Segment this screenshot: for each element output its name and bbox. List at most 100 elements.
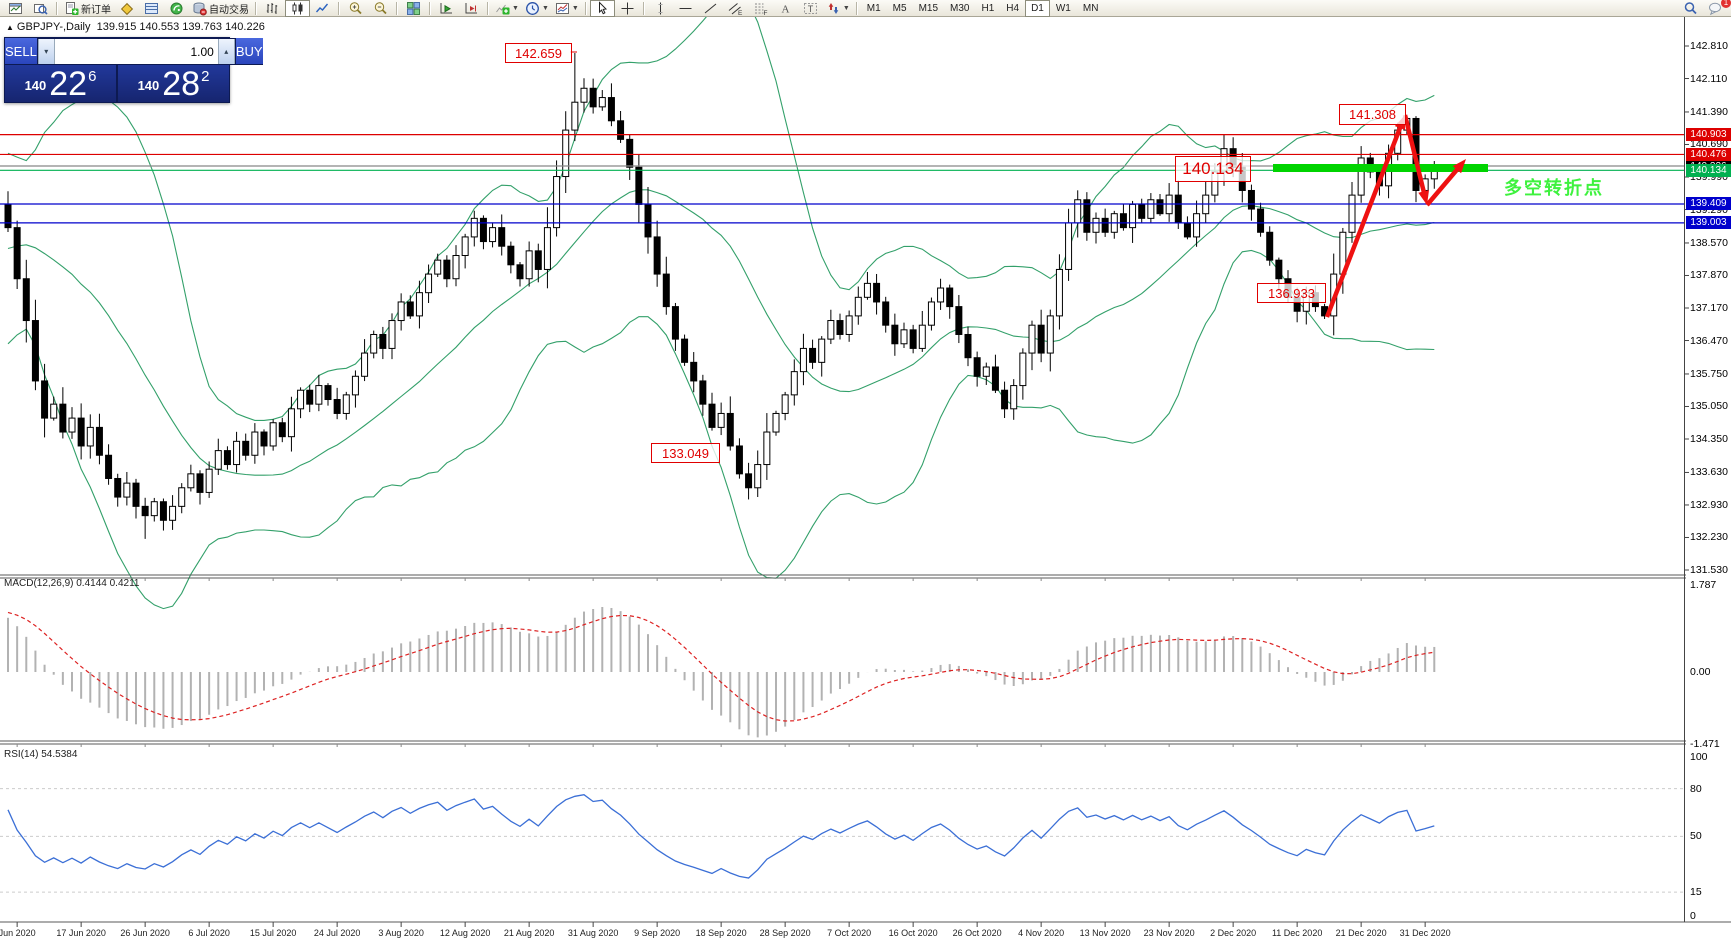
toolbar-separator [396, 1, 398, 15]
templates-button[interactable]: ▼ [552, 0, 582, 17]
chevron-down-icon: ▼ [571, 4, 579, 12]
search-icon [1684, 1, 1697, 14]
text-label-button[interactable]: T [798, 0, 823, 17]
rsi-axis-tick: 80 [1690, 782, 1702, 795]
bars-mode-icon [266, 2, 278, 14]
price-axis-tick: 134.350 [1690, 433, 1728, 445]
toolbar-separator [487, 1, 489, 15]
timeframe-m30-button[interactable]: M30 [950, 2, 970, 14]
turning-point-text[interactable]: 多空转折点 [1504, 178, 1604, 198]
rsi-indicator-label: RSI(14) 54.5384 [4, 749, 78, 760]
vertical-line-button[interactable] [648, 0, 673, 17]
cursor-icon [598, 0, 607, 14]
macd-axis-tick: -1.471 [1690, 737, 1720, 750]
date-axis-label: 2 Dec 2020 [1210, 928, 1257, 938]
price-label-140-134[interactable]: 140.134 [1175, 156, 1251, 182]
toolbar-separator [642, 1, 645, 15]
timeframe-mn-button[interactable]: MN [1082, 2, 1099, 14]
timeframe-m5-button[interactable]: M5 [892, 2, 907, 14]
auto-scroll-icon [440, 2, 452, 13]
macd-axis-tick: 1.787 [1690, 578, 1717, 591]
rsi-axis-tick: 50 [1690, 830, 1702, 843]
date-axis-label: 23 Nov 2020 [1143, 928, 1195, 938]
timeframe-w1-button[interactable]: W1 [1055, 2, 1071, 14]
timeframe-h1-button[interactable]: H1 [981, 2, 995, 14]
navigator-icon [170, 2, 183, 14]
search-button[interactable] [1678, 0, 1703, 17]
market-watch-button[interactable] [114, 0, 139, 17]
timeframe-h4-button[interactable]: H4 [1006, 2, 1020, 14]
arrows-tool-icon [828, 2, 839, 14]
price-axis-tick: 136.470 [1690, 334, 1728, 347]
autotrading-button[interactable]: 自动交易 [189, 0, 252, 17]
navigator-button[interactable] [164, 0, 189, 17]
date-axis-label: 12 Aug 2020 [439, 928, 491, 938]
new-chart-button[interactable] [3, 0, 28, 17]
price-axis-tick: 133.630 [1690, 466, 1728, 479]
candles-mode-icon [292, 2, 303, 14]
tile-windows-button[interactable] [401, 0, 426, 17]
cursor-button[interactable] [589, 0, 615, 17]
volume-decrease-button[interactable]: ▾ [37, 39, 55, 64]
profiles-button[interactable] [28, 0, 53, 17]
ohlc-values: 139.915 140.553 139.763 140.226 [96, 21, 265, 33]
text-button[interactable]: A [773, 0, 798, 17]
periods-button[interactable]: ▼ [522, 0, 552, 17]
date-axis-label: 31 Aug 2020 [567, 928, 619, 938]
chart-shift-button[interactable] [459, 0, 484, 17]
date-axis-label: Jun 2020 [0, 928, 36, 938]
indicators-icon [496, 4, 510, 14]
data-window-button[interactable] [139, 0, 164, 17]
templates-icon [555, 2, 569, 14]
price-axis-tick: 132.930 [1690, 498, 1728, 511]
zoom-in-button[interactable] [343, 0, 368, 17]
line-chart-mode-button[interactable] [310, 0, 335, 17]
date-axis-label: 21 Dec 2020 [1335, 928, 1387, 938]
buy-price[interactable]: 140 28 2 [137, 65, 210, 103]
timeframe-m1-button[interactable]: M1 [866, 2, 881, 14]
bar-chart-mode-button[interactable] [260, 0, 285, 17]
symbol-arrow-icon: ▲ [6, 23, 14, 32]
date-axis-label: 9 Sep 2020 [634, 928, 681, 938]
macd-indicator-label: MACD(12,26,9) 0.4144 0.4211 [4, 578, 140, 589]
sell-button[interactable]: SELL [5, 38, 37, 65]
date-axis-label: 15 Jul 2020 [249, 928, 297, 938]
date-axis-label: 28 Sep 2020 [759, 928, 811, 938]
price-label-141-308[interactable]: 141.308 [1339, 104, 1406, 125]
volume-increase-button[interactable]: ▴ [217, 39, 235, 64]
auto-scroll-button[interactable] [434, 0, 459, 17]
tile-windows-icon [407, 1, 421, 15]
price-label-136-933[interactable]: 136.933 [1257, 283, 1326, 303]
trendline-button[interactable] [698, 0, 723, 17]
crosshair-button[interactable] [615, 0, 640, 17]
vertical-line-icon [658, 2, 663, 14]
price-label-133-049[interactable]: 133.049 [651, 443, 720, 463]
sell-price[interactable]: 140 22 6 [5, 65, 118, 102]
toolbar-separator [584, 1, 587, 15]
volume-input[interactable] [54, 39, 218, 64]
chat-button[interactable]: 1 [1703, 0, 1731, 17]
horizontal-line-button[interactable] [673, 0, 698, 17]
candlestick-mode-button[interactable] [285, 0, 310, 17]
rsi-axis-tick: 0 [1690, 910, 1696, 922]
periods-icon [525, 1, 539, 15]
price-label-142-659[interactable]: 142.659 [505, 43, 572, 63]
timeframe-d1-button[interactable]: D1 [1025, 0, 1050, 17]
price-axis-tick: 141.390 [1690, 105, 1728, 118]
price-tag-139-409: 139.409 [1686, 197, 1731, 211]
arrows-tool-button[interactable]: ▼ [823, 0, 853, 17]
svg-text:F: F [763, 10, 767, 16]
chevron-down-icon: ▼ [541, 4, 549, 12]
equidistant-channel-button[interactable]: E [723, 0, 748, 17]
price-axis-tick: 135.750 [1690, 367, 1728, 380]
fibonacci-button[interactable]: F [748, 0, 773, 17]
zoom-out-button[interactable] [368, 0, 393, 17]
new-order-button[interactable]: 新订单 [61, 0, 114, 17]
buy-button[interactable]: BUY [235, 38, 263, 65]
notification-badge: 1 [1721, 0, 1731, 8]
market-watch-icon [120, 2, 134, 15]
indicators-button[interactable]: ▼ [492, 0, 522, 17]
timeframe-m15-button[interactable]: M15 [918, 2, 939, 14]
